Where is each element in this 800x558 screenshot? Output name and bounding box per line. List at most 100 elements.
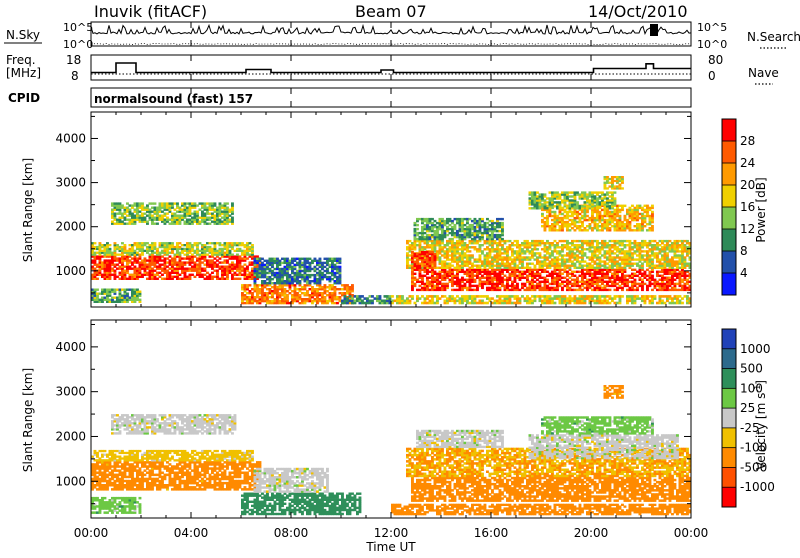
- heatmap-cell: [149, 202, 152, 204]
- heatmap-cell: [596, 250, 599, 252]
- heatmap-cell: [526, 240, 529, 242]
- heatmap-cell: [449, 254, 452, 256]
- heatmap-cell: [666, 246, 669, 248]
- heatmap-cell: [604, 281, 607, 283]
- heatmap-cell: [684, 244, 687, 246]
- heatmap-cell: [521, 283, 524, 285]
- heatmap-cell: [436, 267, 439, 269]
- heatmap-cell: [509, 256, 512, 258]
- heatmap-cell: [504, 248, 507, 250]
- heatmap-cell: [674, 295, 677, 298]
- heatmap-cell: [461, 263, 464, 265]
- heatmap-cell: [169, 264, 172, 266]
- heatmap-cell: [636, 250, 639, 252]
- heatmap-cell: [141, 202, 144, 204]
- heatmap-cell: [334, 272, 337, 274]
- heatmap-cell: [601, 254, 604, 256]
- heatmap-cell: [596, 283, 599, 285]
- heatmap-cell: [194, 264, 197, 266]
- heatmap-cell: [261, 274, 264, 276]
- heatmap-cell: [631, 252, 634, 254]
- heatmap-cell: [441, 246, 444, 248]
- heatmap-cell: [654, 283, 657, 285]
- heatmap-cell: [241, 242, 244, 244]
- heatmap-cell: [144, 250, 147, 252]
- heatmap-cell: [206, 272, 209, 274]
- heatmap-cell: [551, 258, 554, 260]
- heatmap-cell: [559, 246, 562, 248]
- heatmap-cell: [671, 297, 674, 300]
- heatmap-cell: [656, 254, 659, 256]
- heatmap-cell: [276, 262, 279, 264]
- heatmap-cell: [569, 265, 572, 267]
- heatmap-cell: [614, 289, 617, 291]
- heatmap-cell: [136, 202, 139, 204]
- heatmap-cell: [584, 269, 587, 271]
- heatmap-cell: [681, 240, 684, 242]
- heatmap-cell: [651, 258, 654, 260]
- heatmap-cell: [254, 258, 257, 260]
- heatmap-cell: [584, 248, 587, 250]
- heatmap-cell: [501, 222, 504, 224]
- heatmap-cell: [409, 250, 412, 252]
- heatmap-cell: [249, 284, 252, 286]
- heatmap-cell: [281, 262, 284, 264]
- heatmap-cell: [459, 254, 462, 256]
- heatmap-cell: [606, 256, 609, 258]
- heatmap-cell: [446, 258, 449, 260]
- heatmap-cell: [489, 297, 492, 300]
- heatmap-cell: [314, 278, 317, 280]
- heatmap-cell: [489, 242, 492, 244]
- heatmap-cell: [436, 273, 439, 275]
- heatmap-cell: [139, 264, 142, 266]
- heatmap-cell: [639, 265, 642, 267]
- heatmap-cell: [416, 289, 419, 291]
- heatmap-cell: [624, 263, 627, 265]
- heatmap-cell: [676, 242, 679, 244]
- heatmap-cell: [599, 263, 602, 265]
- heatmap-cell: [309, 288, 312, 290]
- heatmap-cell: [311, 286, 314, 288]
- heatmap-cell: [256, 268, 259, 270]
- heatmap-cell: [574, 263, 577, 265]
- heatmap-cell: [564, 285, 567, 287]
- heatmap-cell: [246, 296, 249, 298]
- heatmap-cell: [531, 269, 534, 271]
- heatmap-cell: [529, 246, 532, 248]
- heatmap-cell: [154, 202, 157, 204]
- heatmap-cell: [576, 258, 579, 260]
- heatmap-cell: [236, 264, 239, 266]
- heatmap-cell: [484, 283, 487, 285]
- heatmap-cell: [241, 250, 244, 252]
- heatmap-cell: [464, 246, 467, 248]
- heatmap-cell: [674, 260, 677, 262]
- heatmap-cell: [199, 250, 202, 252]
- heatmap-cell: [496, 258, 499, 260]
- heatmap-cell: [186, 202, 189, 204]
- heatmap-cell: [601, 242, 604, 244]
- heatmap-cell: [124, 207, 127, 209]
- heatmap-cell: [156, 207, 159, 209]
- heatmap-cell: [116, 213, 119, 215]
- heatmap-cell: [134, 250, 137, 252]
- freq-label-1: Freq.: [6, 53, 36, 67]
- heatmap-cell: [221, 221, 224, 223]
- heatmap-cell: [414, 242, 417, 244]
- heatmap-cell: [579, 295, 582, 298]
- heatmap-cell: [166, 266, 169, 268]
- heatmap-cell: [334, 274, 337, 276]
- heatmap-cell: [529, 297, 532, 300]
- heatmap-cell: [476, 248, 479, 250]
- heatmap-cell: [531, 295, 534, 298]
- heatmap-cell: [446, 218, 449, 220]
- heatmap-cell: [664, 277, 667, 279]
- heatmap-cell: [604, 295, 607, 298]
- heatmap-cell: [501, 295, 504, 298]
- heatmap-cell: [134, 215, 137, 217]
- heatmap-cell: [586, 279, 589, 281]
- heatmap-cell: [101, 274, 104, 276]
- heatmap-cell: [136, 207, 139, 209]
- heatmap-cell: [606, 281, 609, 283]
- heatmap-cell: [429, 246, 432, 248]
- heatmap-cell: [646, 279, 649, 281]
